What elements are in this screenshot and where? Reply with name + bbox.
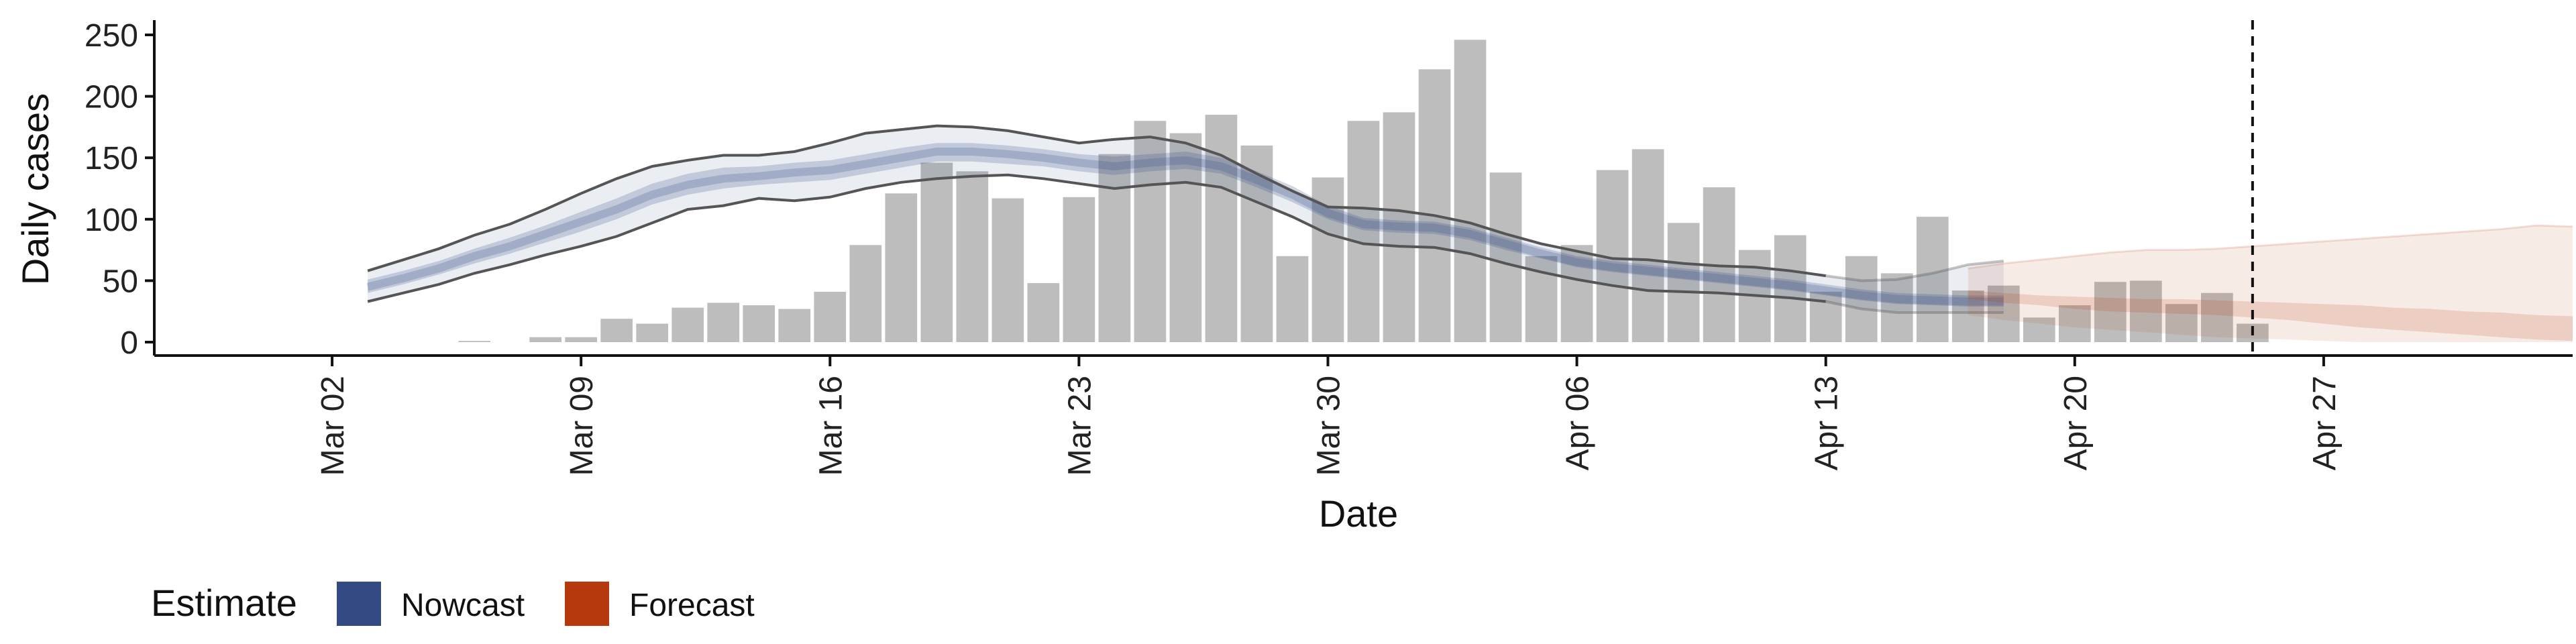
nowcast-layer [366, 124, 2004, 314]
case-bar [778, 309, 811, 342]
case-bar [1880, 273, 1913, 342]
case-bar [565, 337, 598, 342]
case-bar [1489, 172, 1522, 342]
case-bar [1383, 112, 1415, 342]
nowcast-outer-band [368, 125, 2004, 313]
case-bar [1774, 235, 1807, 342]
case-bar [920, 162, 953, 342]
case-bar [1205, 115, 1238, 342]
case-bar [2129, 280, 2162, 342]
nowcast-median-line [366, 148, 2004, 306]
legend-label-nowcast: Nowcast [401, 588, 525, 623]
nowcast-upper-line [367, 124, 1826, 278]
case-bar [1951, 290, 1984, 342]
legend-label-forecast: Forecast [629, 588, 755, 623]
forecast-outer-band [1968, 225, 2573, 342]
case-bar [1667, 223, 1700, 342]
case-bar [458, 341, 490, 342]
case-bar [636, 323, 669, 342]
case-bar [1560, 245, 1593, 342]
nowcast-lower-line [367, 173, 1826, 303]
case-bar [672, 307, 704, 342]
case-bar [885, 193, 918, 342]
case-bar [1276, 256, 1309, 342]
y-tick-label: 150 [85, 141, 138, 176]
case-bar [707, 303, 740, 342]
y-tick-label: 250 [85, 18, 138, 54]
nowcast-upper-line-faded [1825, 260, 2004, 282]
nowcast-inner-band [368, 143, 2004, 307]
x-tick-label: Apr 13 [1809, 376, 1845, 470]
forecast-layer [1968, 224, 2573, 342]
legend-swatch-nowcast [337, 582, 381, 626]
case-bar [1169, 133, 1202, 342]
x-tick-label: Apr 20 [2058, 376, 2094, 470]
case-bar [529, 337, 562, 342]
case-bar [2023, 317, 2055, 342]
case-bar [2200, 292, 2233, 342]
y-tick-label: 50 [103, 264, 138, 299]
y-axis-title: Daily cases [14, 93, 56, 285]
x-tick-label: Mar 16 [813, 376, 849, 476]
x-tick-label: Mar 30 [1311, 376, 1347, 476]
case-bar [1311, 177, 1344, 342]
y-tick-label: 200 [85, 80, 138, 115]
case-bar [1454, 40, 1487, 342]
legend: Estimate Nowcast Forecast [151, 582, 755, 626]
case-bar [1027, 283, 1060, 342]
case-bar [1098, 154, 1131, 343]
x-axis-title: Date [1319, 492, 1398, 535]
case-bar [1134, 121, 1167, 343]
forecast-inner-band [1968, 290, 2573, 341]
case-bar [1631, 149, 1664, 342]
y-axis-ticks: 0 50 100 150 200 250 [85, 18, 154, 361]
case-bar [849, 245, 882, 342]
case-bar [2165, 304, 2198, 342]
case-bar [956, 171, 989, 342]
x-tick-label: Apr 06 [1560, 376, 1596, 470]
axes [153, 20, 2573, 357]
x-tick-label: Mar 02 [315, 376, 351, 476]
case-bar [2058, 305, 2091, 342]
nowcast-lower-line-faded [1825, 300, 2004, 314]
case-bar [1845, 256, 1878, 342]
case-bar [600, 319, 633, 342]
legend-swatch-forecast [565, 582, 609, 626]
case-bar [2094, 282, 2127, 342]
x-axis-ticks: Mar 02 Mar 09 Mar 16 Mar 23 Mar 30 Apr 06 Apr … [315, 356, 2343, 476]
y-tick-label: 100 [85, 203, 138, 238]
case-bar [1987, 285, 2020, 342]
x-tick-label: Mar 23 [1062, 376, 1097, 476]
case-bar [814, 291, 847, 342]
legend-title: Estimate [151, 582, 297, 624]
x-tick-label: Mar 09 [564, 376, 600, 476]
forecast-upper-line [1968, 224, 2573, 270]
case-bar [1418, 69, 1451, 343]
case-bar [1916, 217, 1949, 342]
case-bar [1347, 121, 1380, 343]
case-bar [743, 305, 775, 342]
case-bars [458, 40, 2269, 343]
case-bar [991, 198, 1024, 342]
y-tick-label: 0 [120, 325, 138, 361]
x-tick-label: Apr 27 [2307, 376, 2343, 470]
case-bar [1063, 197, 1095, 342]
